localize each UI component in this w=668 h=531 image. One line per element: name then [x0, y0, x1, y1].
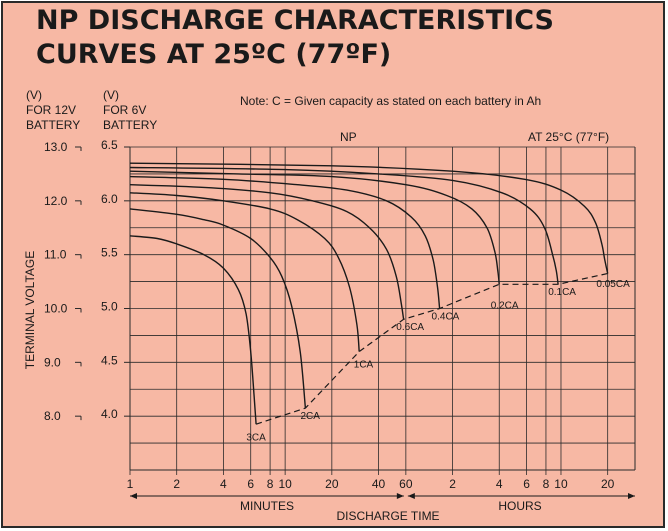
y-tick-label-12v: 12.0 [44, 194, 68, 208]
series-line-0-2CA [129, 170, 500, 285]
x-tick-label: 10 [554, 477, 568, 491]
minutes-arrow-left-head [130, 493, 137, 499]
series-label: 1CA [354, 360, 374, 371]
series-line-end-voltage [255, 272, 608, 425]
x-tick-label: 6 [247, 477, 254, 491]
grid [129, 146, 636, 471]
x-segment-label-minutes: MINUTES [240, 499, 294, 513]
note-text: Note: C = Given capacity as stated on ea… [240, 94, 541, 108]
left-axis-header-1: (V) [26, 88, 42, 102]
x-tick-label: 2 [449, 477, 456, 491]
series-label: 0.2CA [491, 301, 519, 312]
y-tick-label-12v: 9.0 [44, 355, 61, 369]
time-range-arrows [130, 493, 635, 499]
series-line-3CA [129, 235, 257, 425]
x-tick-label: 10 [278, 477, 292, 491]
x-tick-label: 60 [399, 477, 413, 491]
y-tick-label-12v: 11.0 [44, 248, 67, 262]
series-line-2CA [129, 208, 307, 409]
series-label: 0.6CA [396, 322, 424, 333]
chart-title: NP DISCHARGE CHARACTERISTICS CURVES AT 2… [36, 4, 656, 72]
left-axis-header-3: BATTERY [26, 118, 80, 132]
series-line-0-4CA [129, 175, 441, 309]
y-tick-label-12v: 10.0 [44, 302, 68, 316]
x-tick-label: 40 [372, 477, 386, 491]
x-tick-label: 2 [173, 477, 180, 491]
x-tick-label: 8 [543, 477, 550, 491]
y-tick-label-12v: 13.0 [44, 140, 68, 154]
x-tick-label: 6 [523, 477, 530, 491]
subtitle-np: NP [340, 130, 357, 144]
series-line-0-1CA [129, 166, 559, 285]
y-tick-label-6v: 4.5 [101, 353, 118, 367]
left-axis-header-2: FOR 12V [26, 103, 76, 117]
y-tick-label-6v: 6.5 [101, 138, 118, 152]
series-group [129, 162, 609, 425]
right-axis-header-2: FOR 6V [103, 103, 146, 117]
hours-arrow-right-head [628, 493, 635, 499]
series-line-1CA [129, 192, 360, 352]
y-tick-label-6v: 4.0 [101, 407, 118, 421]
title-line-2: CURVES AT 25ºC (77ºF) [36, 39, 392, 70]
series-labels: 3CA 2CA 1CA 0.6CA 0.4CA 0.2CA 0.1CA 0.05CA [246, 279, 630, 443]
series-line-0-05CA [129, 162, 609, 274]
subtitle-temperature: AT 25°C (77°F) [528, 130, 609, 144]
minutes-arrow-right-head [396, 493, 404, 499]
x-tick-label: 8 [267, 477, 274, 491]
series-label: 0.05CA [596, 279, 630, 290]
x-tick-label: 4 [220, 477, 227, 491]
series-label: 0.4CA [432, 311, 460, 322]
x-segment-label-hours: HOURS [498, 499, 541, 513]
series-label: 0.1CA [548, 287, 576, 298]
y-tick-label-6v: 5.0 [101, 300, 118, 314]
x-tick-label: 4 [496, 477, 503, 491]
y-axis-title: TERMINAL VOLTAGE [23, 251, 37, 369]
x-tick-label: 20 [325, 477, 339, 491]
series-label: 2CA [300, 411, 320, 422]
y-tick-label-12v: 8.0 [44, 409, 61, 423]
x-axis-title: DISCHARGE TIME [336, 509, 439, 523]
right-axis-header-1: (V) [103, 88, 119, 102]
y-tick-label-6v: 6.0 [101, 192, 118, 206]
series-label: 3CA [246, 432, 266, 443]
right-axis-header-3: BATTERY [103, 118, 157, 132]
x-tick-label: 20 [601, 477, 615, 491]
title-line-1: NP DISCHARGE CHARACTERISTICS [36, 5, 554, 36]
x-tick-label: 1 [127, 477, 134, 491]
series-line-0-6CA [129, 184, 405, 320]
hours-arrow-left-head [407, 493, 415, 499]
y-tick-label-6v: 5.5 [101, 246, 118, 260]
